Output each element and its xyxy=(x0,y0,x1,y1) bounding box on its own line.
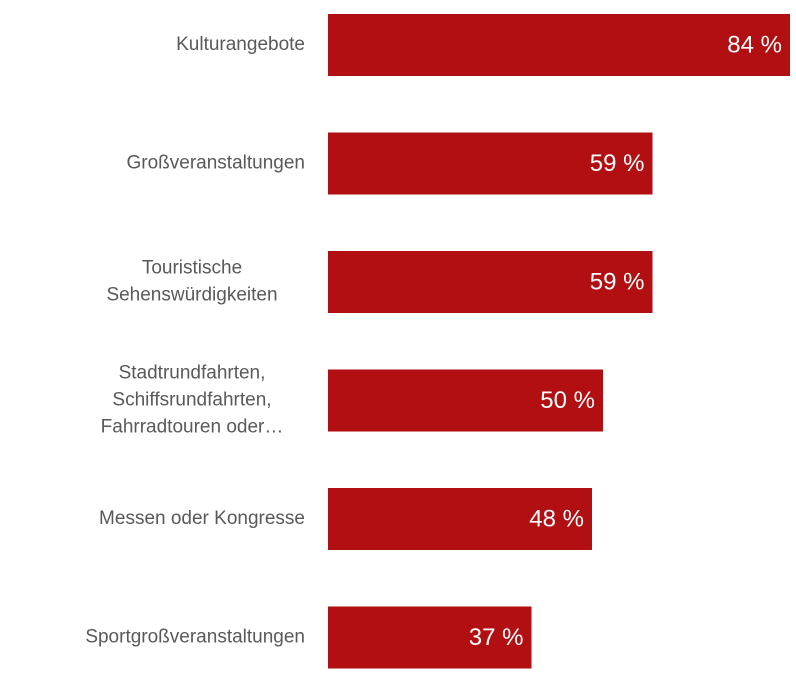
value-label: 50 % xyxy=(540,387,595,414)
category-label: Stadtrundfahrten, Schiffsrundfahrten, Fahr… xyxy=(101,363,284,438)
value-label: 37 % xyxy=(469,624,524,651)
category-label: Kulturangebote xyxy=(176,34,305,55)
category-label: Sportgroßveranstaltungen xyxy=(85,627,305,648)
category-label-line: Großveranstaltungen xyxy=(127,153,306,174)
bar xyxy=(328,14,790,76)
value-label: 48 % xyxy=(529,505,584,532)
bar xyxy=(328,488,592,550)
category-label: Großveranstaltungen xyxy=(127,153,306,174)
category-label: Messen oder Kongresse xyxy=(99,508,305,529)
category-label-line: Stadtrundfahrten, xyxy=(119,363,266,384)
value-label: 84 % xyxy=(727,31,782,58)
category-label-line: Messen oder Kongresse xyxy=(99,508,305,529)
category-label-line: Sehenswürdigkeiten xyxy=(106,285,277,306)
value-label: 59 % xyxy=(590,268,645,295)
value-label: 59 % xyxy=(590,150,645,177)
bar xyxy=(328,251,653,313)
category-label-line: Schiffsrundfahrten, xyxy=(112,390,271,411)
category-label-line: Kulturangebote xyxy=(176,34,305,55)
category-label-line: Fahrradtouren oder… xyxy=(101,417,284,438)
category-label-line: Sportgroßveranstaltungen xyxy=(85,627,305,648)
category-label: Touristische Sehenswürdigkeiten xyxy=(106,258,277,306)
bar xyxy=(328,369,603,432)
bar xyxy=(328,606,532,669)
category-label-line: Touristische xyxy=(142,258,242,279)
bar xyxy=(328,132,653,195)
